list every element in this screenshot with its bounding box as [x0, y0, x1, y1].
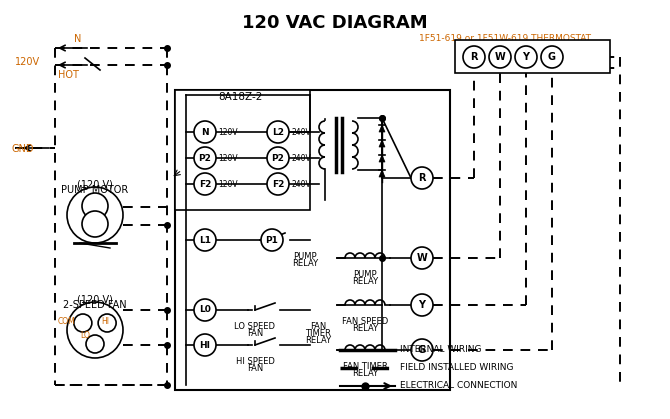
Circle shape [82, 211, 108, 237]
Bar [175, 90, 450, 390]
Circle shape [267, 121, 289, 143]
Circle shape [194, 334, 216, 356]
Text: 8A18Z-2: 8A18Z-2 [218, 92, 262, 102]
Circle shape [411, 339, 433, 361]
Text: 120 VAC DIAGRAM: 120 VAC DIAGRAM [242, 14, 428, 32]
Circle shape [267, 147, 289, 169]
Circle shape [194, 173, 216, 195]
Text: (120 V): (120 V) [77, 179, 113, 189]
Text: RELAY: RELAY [292, 259, 318, 268]
Text: P2: P2 [198, 153, 212, 163]
Text: FAN: FAN [247, 364, 263, 373]
Text: P2: P2 [271, 153, 285, 163]
Circle shape [489, 46, 511, 68]
Circle shape [411, 247, 433, 269]
Text: 240V: 240V [291, 153, 311, 163]
Text: 1F51-619 or 1F51W-619 THERMOSTAT: 1F51-619 or 1F51W-619 THERMOSTAT [419, 34, 591, 43]
Circle shape [411, 294, 433, 316]
Text: COM: COM [57, 318, 75, 326]
Text: F2: F2 [199, 179, 211, 189]
Text: RELAY: RELAY [352, 277, 378, 286]
Text: RELAY: RELAY [305, 336, 331, 345]
Circle shape [541, 46, 563, 68]
Text: L0: L0 [199, 305, 211, 315]
Text: LO SPEED: LO SPEED [234, 322, 275, 331]
Text: R: R [418, 173, 425, 183]
Circle shape [194, 147, 216, 169]
Text: 240V: 240V [291, 127, 311, 137]
Text: F2: F2 [272, 179, 284, 189]
Text: HI: HI [200, 341, 210, 349]
Circle shape [261, 229, 283, 251]
Text: W: W [494, 52, 505, 62]
Circle shape [267, 173, 289, 195]
Circle shape [74, 314, 92, 332]
Circle shape [82, 193, 108, 219]
Text: W: W [417, 253, 427, 263]
Circle shape [86, 335, 104, 353]
Text: TIMER: TIMER [305, 329, 331, 338]
Text: Y: Y [523, 52, 529, 62]
Polygon shape [379, 170, 385, 177]
Circle shape [194, 121, 216, 143]
Text: PUMP MOTOR: PUMP MOTOR [62, 185, 129, 195]
Text: 2-SPEED FAN: 2-SPEED FAN [63, 300, 127, 310]
Circle shape [67, 302, 123, 358]
Text: P1: P1 [265, 235, 279, 245]
Text: G: G [548, 52, 556, 62]
Circle shape [67, 187, 123, 243]
Text: LO: LO [80, 331, 90, 339]
Bar [455, 40, 610, 73]
Text: PUMP: PUMP [293, 252, 317, 261]
Polygon shape [379, 155, 385, 162]
Circle shape [411, 167, 433, 189]
Text: RELAY: RELAY [352, 369, 378, 378]
Text: ELECTRICAL CONNECTION: ELECTRICAL CONNECTION [400, 382, 517, 391]
Circle shape [194, 299, 216, 321]
Text: N: N [201, 127, 209, 137]
Circle shape [194, 229, 216, 251]
Text: HOT: HOT [58, 70, 78, 80]
Text: FAN TIMER: FAN TIMER [342, 362, 387, 371]
Text: FAN: FAN [247, 329, 263, 338]
Polygon shape [379, 125, 385, 132]
Text: FIELD INSTALLED WIRING: FIELD INSTALLED WIRING [400, 364, 513, 372]
Text: 120V: 120V [15, 57, 40, 67]
Polygon shape [379, 140, 385, 147]
Text: Y: Y [419, 300, 425, 310]
Text: 240V: 240V [291, 179, 311, 189]
Text: R: R [470, 52, 478, 62]
Circle shape [515, 46, 537, 68]
Text: (120 V): (120 V) [77, 294, 113, 304]
Text: 120V: 120V [218, 153, 238, 163]
Text: 120V: 120V [218, 179, 238, 189]
Circle shape [463, 46, 485, 68]
Text: INTERNAL WIRING: INTERNAL WIRING [400, 346, 482, 354]
Text: L1: L1 [199, 235, 211, 245]
Circle shape [98, 314, 116, 332]
Text: L2: L2 [272, 127, 284, 137]
Text: GND: GND [12, 144, 34, 154]
Text: HI: HI [101, 318, 109, 326]
Text: FAN SPEED: FAN SPEED [342, 317, 388, 326]
Bar [175, 90, 310, 210]
Text: N: N [74, 34, 82, 44]
Text: HI SPEED: HI SPEED [236, 357, 275, 366]
Text: 120V: 120V [218, 127, 238, 137]
Text: G: G [418, 345, 426, 355]
Text: PUMP: PUMP [353, 270, 377, 279]
Text: RELAY: RELAY [352, 324, 378, 333]
Text: FAN: FAN [310, 322, 326, 331]
